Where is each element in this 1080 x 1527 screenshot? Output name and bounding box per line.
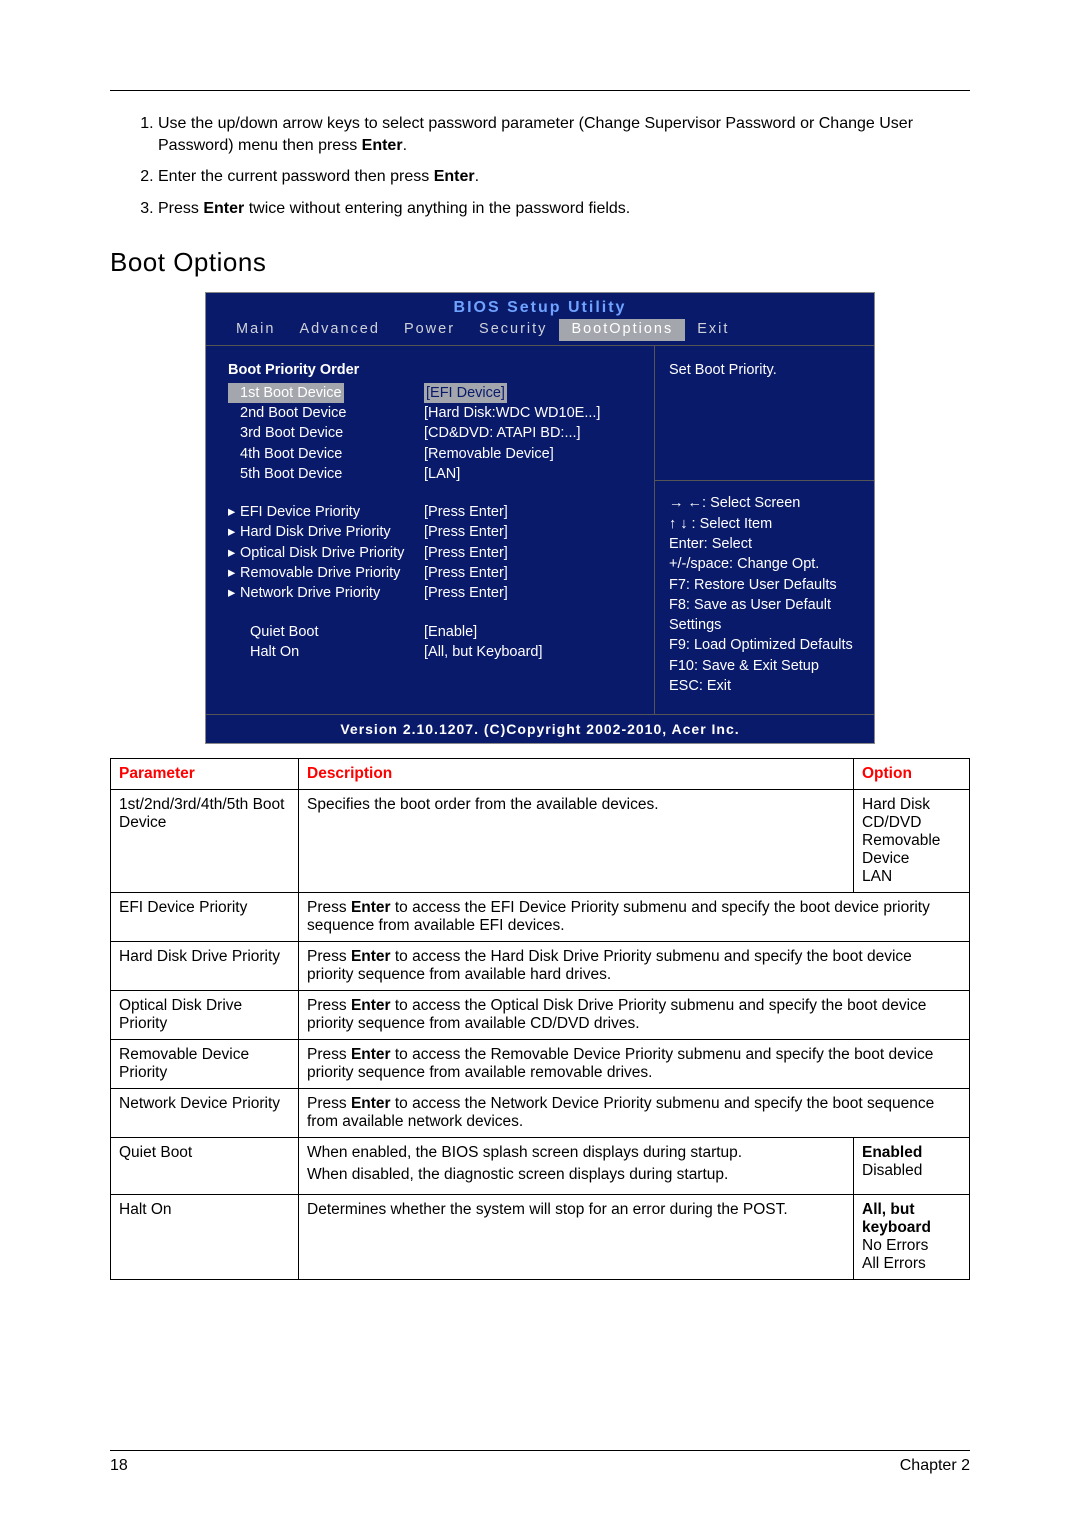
bios-misc-row: Quiet Boot[Enable]: [228, 622, 644, 642]
bios-tab: Main: [224, 319, 287, 341]
bios-nav-line: F8: Save as User Default Settings: [669, 595, 864, 636]
bios-nav-line: F9: Load Optimized Defaults: [669, 635, 864, 655]
bios-tab: Exit: [685, 319, 741, 341]
bios-nav-line: +/-/space: Change Opt.: [669, 554, 864, 574]
table-row: Quiet BootWhen enabled, the BIOS splash …: [111, 1138, 970, 1195]
bios-nav-line: F7: Restore User Defaults: [669, 575, 864, 595]
bios-nav-help: → ←: Select Screen↑ ↓ : Select ItemEnter…: [669, 481, 864, 696]
cell-description: Press Enter to access the Network Device…: [299, 1089, 970, 1138]
cell-description: Press Enter to access the Hard Disk Driv…: [299, 942, 970, 991]
steps-list: Use the up/down arrow keys to select pas…: [110, 113, 970, 219]
bios-tab: Security: [467, 319, 559, 341]
cell-option: All, but keyboardNo ErrorsAll Errors: [854, 1195, 970, 1280]
rule-top: [110, 90, 970, 91]
cell-description: Determines whether the system will stop …: [299, 1195, 854, 1280]
bios-boot-row: 5th Boot Device[LAN]: [228, 464, 644, 484]
bios-left-panel: Boot Priority Order 1st Boot Device[EFI …: [206, 346, 654, 714]
bios-priority-rows: ▸ EFI Device Priority[Press Enter]▸ Hard…: [228, 502, 644, 603]
page-footer: 18 Chapter 2: [110, 1450, 970, 1475]
bios-nav-line: Enter: Select: [669, 534, 864, 554]
bios-screenshot: BIOS Setup Utility MainAdvancedPowerSecu…: [205, 292, 875, 744]
section-heading: Boot Options: [110, 247, 970, 278]
chapter-label: Chapter 2: [900, 1457, 970, 1475]
cell-parameter: Halt On: [111, 1195, 299, 1280]
bios-priority-row: ▸ EFI Device Priority[Press Enter]: [228, 502, 644, 522]
step-item: Use the up/down arrow keys to select pas…: [158, 113, 970, 156]
cell-parameter: Quiet Boot: [111, 1138, 299, 1195]
bios-priority-row: ▸ Removable Drive Priority[Press Enter]: [228, 563, 644, 583]
bios-boot-rows: 1st Boot Device[EFI Device]2nd Boot Devi…: [228, 383, 644, 484]
cell-option: EnabledDisabled: [854, 1138, 970, 1195]
cell-description: Press Enter to access the EFI Device Pri…: [299, 893, 970, 942]
table-row: Halt OnDetermines whether the system wil…: [111, 1195, 970, 1280]
table-row: Hard Disk Drive PriorityPress Enter to a…: [111, 942, 970, 991]
bios-tab: BootOptions: [559, 319, 685, 341]
bios-boot-row: 4th Boot Device[Removable Device]: [228, 444, 644, 464]
cell-option: Hard DiskCD/DVDRemovable DeviceLAN: [854, 790, 970, 893]
bios-nav-line: ↑ ↓ : Select Item: [669, 514, 864, 534]
bios-misc-row: Halt On[All, but Keyboard]: [228, 642, 644, 662]
table-row: Optical Disk Drive PriorityPress Enter t…: [111, 991, 970, 1040]
bios-footer: Version 2.10.1207. (C)Copyright 2002-201…: [206, 715, 874, 743]
th-parameter: Parameter: [111, 759, 299, 790]
bios-priority-row: ▸ Hard Disk Drive Priority[Press Enter]: [228, 522, 644, 542]
bios-boot-row: 1st Boot Device[EFI Device]: [228, 383, 644, 403]
bios-tab: Advanced: [287, 319, 392, 341]
cell-description: Press Enter to access the Optical Disk D…: [299, 991, 970, 1040]
cell-parameter: Hard Disk Drive Priority: [111, 942, 299, 991]
cell-parameter: Removable Device Priority: [111, 1040, 299, 1089]
table-row: EFI Device PriorityPress Enter to access…: [111, 893, 970, 942]
bios-priority-row: ▸ Optical Disk Drive Priority[Press Ente…: [228, 543, 644, 563]
bios-nav-line: → ←: Select Screen: [669, 493, 864, 513]
cell-parameter: EFI Device Priority: [111, 893, 299, 942]
cell-description: When enabled, the BIOS splash screen dis…: [299, 1138, 854, 1195]
th-option: Option: [854, 759, 970, 790]
bios-boot-row: 2nd Boot Device[Hard Disk:WDC WD10E...]: [228, 403, 644, 423]
bios-priority-row: ▸ Network Drive Priority[Press Enter]: [228, 583, 644, 603]
table-row: 1st/2nd/3rd/4th/5th Boot DeviceSpecifies…: [111, 790, 970, 893]
cell-description: Specifies the boot order from the availa…: [299, 790, 854, 893]
th-description: Description: [299, 759, 854, 790]
table-row: Network Device PriorityPress Enter to ac…: [111, 1089, 970, 1138]
page-number: 18: [110, 1457, 128, 1475]
cell-parameter: Network Device Priority: [111, 1089, 299, 1138]
bios-right-panel: Set Boot Priority. → ←: Select Screen↑ ↓…: [654, 346, 874, 714]
step-item: Press Enter twice without entering anyth…: [158, 198, 970, 220]
cell-description: Press Enter to access the Removable Devi…: [299, 1040, 970, 1089]
bios-tab: Power: [392, 319, 467, 341]
table-row: Removable Device PriorityPress Enter to …: [111, 1040, 970, 1089]
bios-tabs: MainAdvancedPowerSecurityBootOptionsExit: [206, 319, 874, 345]
bios-title: BIOS Setup Utility: [206, 293, 874, 319]
bios-boot-row: 3rd Boot Device[CD&DVD: ATAPI BD:...]: [228, 423, 644, 443]
bios-section-head: Boot Priority Order: [228, 360, 644, 380]
parameter-table: Parameter Description Option 1st/2nd/3rd…: [110, 758, 970, 1280]
cell-parameter: Optical Disk Drive Priority: [111, 991, 299, 1040]
bios-nav-line: F10: Save & Exit Setup: [669, 656, 864, 676]
bios-misc-rows: Quiet Boot[Enable]Halt On[All, but Keybo…: [228, 622, 644, 663]
step-item: Enter the current password then press En…: [158, 166, 970, 188]
bios-nav-line: ESC: Exit: [669, 676, 864, 696]
bios-help-text: Set Boot Priority.: [669, 360, 864, 480]
cell-parameter: 1st/2nd/3rd/4th/5th Boot Device: [111, 790, 299, 893]
